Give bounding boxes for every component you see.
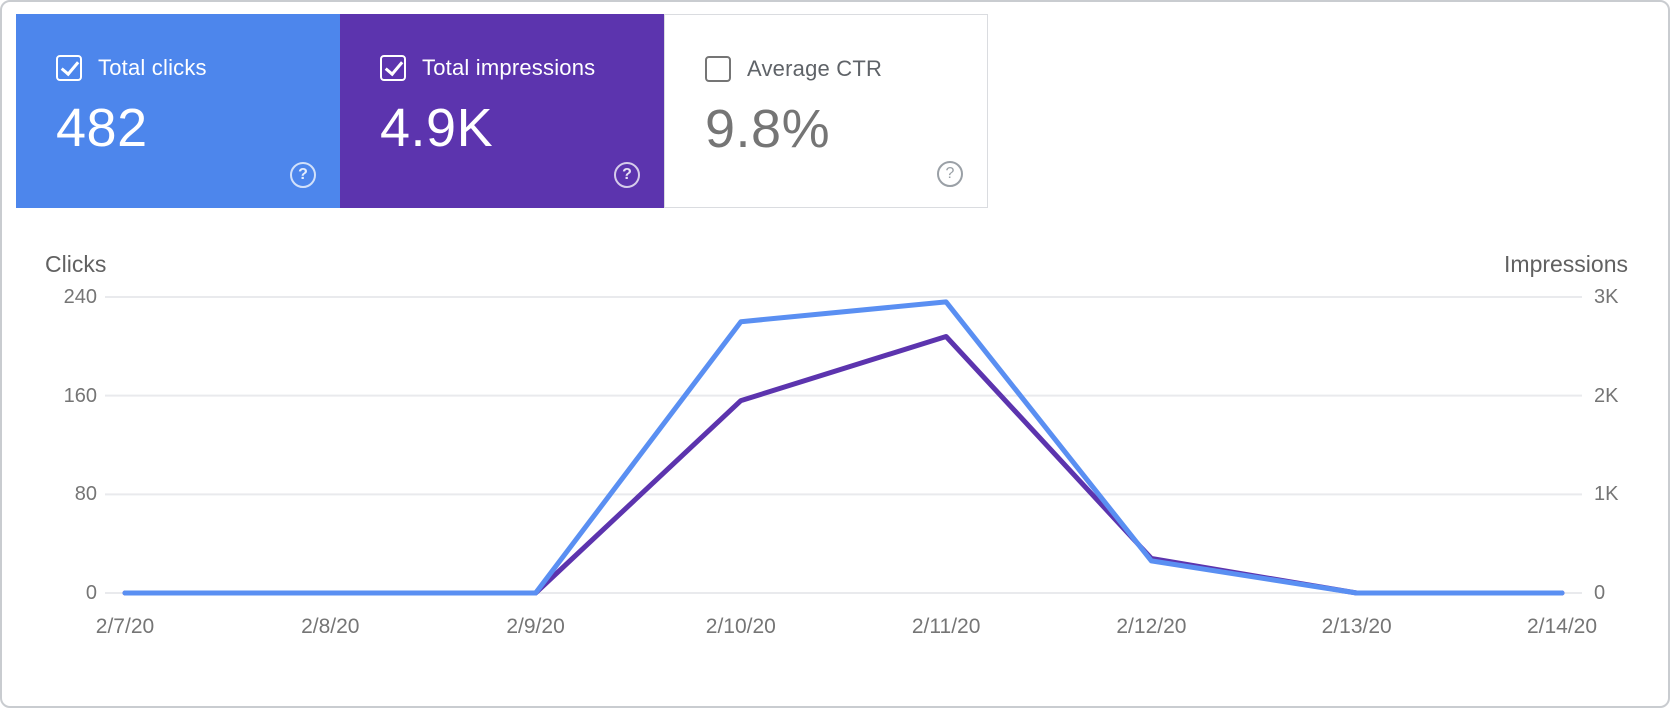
left-axis-tick: 240 (63, 286, 97, 308)
right-axis-tick: 1K (1594, 483, 1619, 506)
card-average-ctr[interactable]: Average CTR 9.8% ? (664, 14, 988, 208)
clicks-line[interactable] (122, 299, 1565, 596)
total-clicks-value: 482 (56, 98, 148, 158)
left-axis-tick: 160 (63, 384, 97, 407)
metric-cards: Total clicks 482 ? Total impressions 4.9… (16, 14, 988, 208)
x-axis-label: 2/11/20 (911, 615, 981, 638)
card-label: Total clicks (98, 55, 207, 80)
right-axis-tick: 0 (1594, 582, 1606, 604)
card-total-clicks[interactable]: Total clicks 482 ? (16, 14, 340, 208)
average-ctr-checkbox[interactable] (705, 56, 731, 82)
right-axis-tick: 3K (1594, 286, 1619, 308)
card-total-impressions[interactable]: Total impressions 4.9K ? (340, 14, 664, 208)
x-axis-label: 2/8/20 (301, 615, 360, 638)
help-icon[interactable]: ? (290, 162, 316, 188)
help-icon[interactable]: ? (937, 161, 963, 187)
card-header: Total clicks (16, 14, 340, 81)
card-label: Total impressions (422, 55, 596, 80)
x-axis-label: 2/10/20 (705, 615, 776, 638)
total-clicks-checkbox[interactable] (56, 55, 82, 81)
x-axis-label: 2/9/20 (506, 615, 565, 638)
impressions-line[interactable] (122, 334, 1565, 596)
card-label: Average CTR (747, 56, 883, 81)
total-impressions-value: 4.9K (380, 98, 494, 158)
help-icon[interactable]: ? (614, 162, 640, 188)
right-axis-title: Impressions (1504, 251, 1628, 277)
card-header: Total impressions (340, 14, 664, 81)
total-impressions-checkbox[interactable] (380, 55, 406, 81)
x-axis-label: 2/7/20 (95, 615, 155, 638)
average-ctr-value: 9.8% (705, 99, 831, 159)
left-axis-tick: 80 (74, 483, 97, 506)
left-axis-title: Clicks (45, 251, 107, 277)
x-axis-label: 2/14/20 (1526, 615, 1598, 638)
x-axis-label: 2/13/20 (1321, 615, 1392, 638)
card-header: Average CTR (665, 15, 987, 82)
right-axis-tick: 2K (1594, 384, 1619, 407)
x-axis-label: 2/12/20 (1116, 615, 1187, 638)
left-axis-tick: 0 (85, 582, 97, 604)
